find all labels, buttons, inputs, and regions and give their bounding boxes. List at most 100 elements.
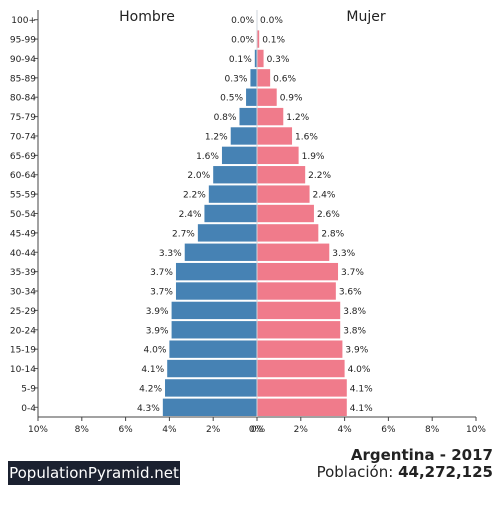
x-tick-label-left: 2% [206, 425, 221, 435]
y-tick-label: 75-79 [10, 113, 36, 123]
y-tick-label: 50-54 [10, 210, 36, 220]
bar-male [250, 69, 257, 87]
y-tick-label: 35-39 [10, 268, 36, 278]
bar-female [257, 262, 339, 281]
x-tick-label-right: 8% [425, 425, 440, 435]
data-label-female: 3.9% [345, 346, 368, 356]
y-tick-label: 95-99 [10, 36, 36, 46]
bar-male [239, 107, 257, 126]
y-tick-label: 85-89 [10, 74, 36, 84]
data-label-female: 0.1% [262, 36, 285, 46]
y-tick-label: 40-44 [10, 249, 36, 259]
bar-male [230, 127, 257, 145]
bar-male [171, 301, 257, 320]
x-tick-label-left: 0% [249, 425, 264, 435]
bar-male [246, 88, 257, 106]
data-label-male: 0.0% [231, 16, 254, 26]
y-tick-label: 90-94 [10, 55, 36, 65]
data-label-female: 0.6% [273, 74, 296, 84]
data-label-male: 2.2% [183, 191, 206, 201]
x-tick-label-right: 6% [381, 425, 396, 435]
data-label-female: 3.8% [343, 326, 366, 336]
y-tick-label: 60-64 [10, 171, 36, 181]
data-label-male: 1.2% [205, 132, 228, 142]
x-tick-label-right: 2% [294, 425, 309, 435]
data-label-male: 0.1% [229, 55, 252, 65]
bar-female [257, 224, 319, 242]
data-label-female: 3.7% [341, 268, 364, 278]
bar-male [167, 359, 257, 378]
bar-female [257, 69, 271, 87]
population-value: 44,272,125 [398, 463, 493, 481]
y-tick-label: 15-19 [10, 346, 36, 356]
x-tick-label-left: 6% [118, 425, 133, 435]
data-label-female: 0.3% [267, 55, 290, 65]
x-tick-label-right: 0% [251, 425, 266, 435]
data-label-female: 4.1% [350, 384, 373, 394]
bar-female [257, 398, 347, 416]
y-tick-label: 70-74 [10, 132, 36, 142]
y-tick-label: 30-34 [10, 288, 36, 298]
bar-female [257, 243, 330, 261]
bar-female [257, 301, 341, 320]
bar-male [221, 146, 257, 165]
data-label-male: 0.5% [220, 94, 243, 104]
data-label-male: 3.7% [150, 288, 173, 298]
bar-male [169, 340, 257, 358]
bar-female [257, 379, 347, 397]
data-label-male: 3.9% [146, 307, 169, 317]
data-label-male: 0.3% [225, 74, 248, 84]
bar-female [257, 49, 264, 68]
country-year-title: Argentina - 2017 [350, 446, 493, 464]
x-tick-label-right: 4% [337, 425, 352, 435]
data-label-male: 2.0% [187, 171, 210, 181]
y-tick-label: 0-4 [21, 404, 36, 414]
data-label-female: 3.6% [339, 288, 362, 298]
data-label-female: 0.9% [280, 94, 303, 104]
data-label-male: 4.3% [137, 404, 160, 414]
data-label-female: 4.1% [350, 404, 373, 414]
data-label-male: 3.3% [159, 249, 182, 259]
bar-female [257, 30, 260, 48]
bar-male [208, 185, 257, 203]
data-label-female: 3.8% [343, 307, 366, 317]
data-label-female: 1.9% [302, 152, 325, 162]
bar-female [257, 340, 343, 358]
data-label-female: 0.0% [260, 16, 283, 26]
data-label-female: 2.8% [321, 229, 344, 239]
y-tick-label: 25-29 [10, 307, 36, 317]
y-tick-label: 100+ [11, 16, 36, 26]
bar-female [257, 204, 314, 223]
data-label-female: 3.3% [332, 249, 355, 259]
bar-male [165, 379, 257, 397]
left-side-label: Hombre [119, 9, 175, 25]
y-tick-label: 5-9 [21, 384, 36, 394]
data-label-male: 4.2% [139, 384, 162, 394]
y-tick-label: 10-14 [10, 365, 36, 375]
data-label-male: 2.4% [179, 210, 202, 220]
bar-female [257, 127, 293, 145]
bar-male [162, 398, 257, 416]
data-label-male: 2.7% [172, 229, 195, 239]
bar-female [257, 88, 277, 106]
bar-female [257, 359, 345, 378]
brand-logo[interactable]: PopulationPyramid.net [8, 461, 180, 485]
data-label-male: 4.1% [141, 365, 164, 375]
data-label-female: 2.6% [317, 210, 340, 220]
data-label-female: 2.2% [308, 171, 331, 181]
bar-male [175, 282, 257, 300]
bar-female [257, 146, 299, 165]
bar-female [257, 282, 336, 300]
data-label-male: 3.9% [146, 326, 169, 336]
bar-male [254, 49, 257, 68]
bar-male [175, 262, 257, 281]
data-label-male: 0.8% [214, 113, 237, 123]
data-label-male: 0.0% [231, 36, 254, 46]
population-pyramid-chart: Hombre Mujer 4.3% 4.1% 0-4 4.2% 4.1% 5-9 4.1% 4.0… [10, 9, 487, 435]
x-tick-label-right: 10% [466, 425, 486, 435]
x-tick-label-left: 8% [75, 425, 90, 435]
data-label-male: 4.0% [144, 346, 167, 356]
population-label: Población: [316, 463, 394, 481]
y-tick-label: 55-59 [10, 191, 36, 201]
bar-female [257, 107, 284, 126]
